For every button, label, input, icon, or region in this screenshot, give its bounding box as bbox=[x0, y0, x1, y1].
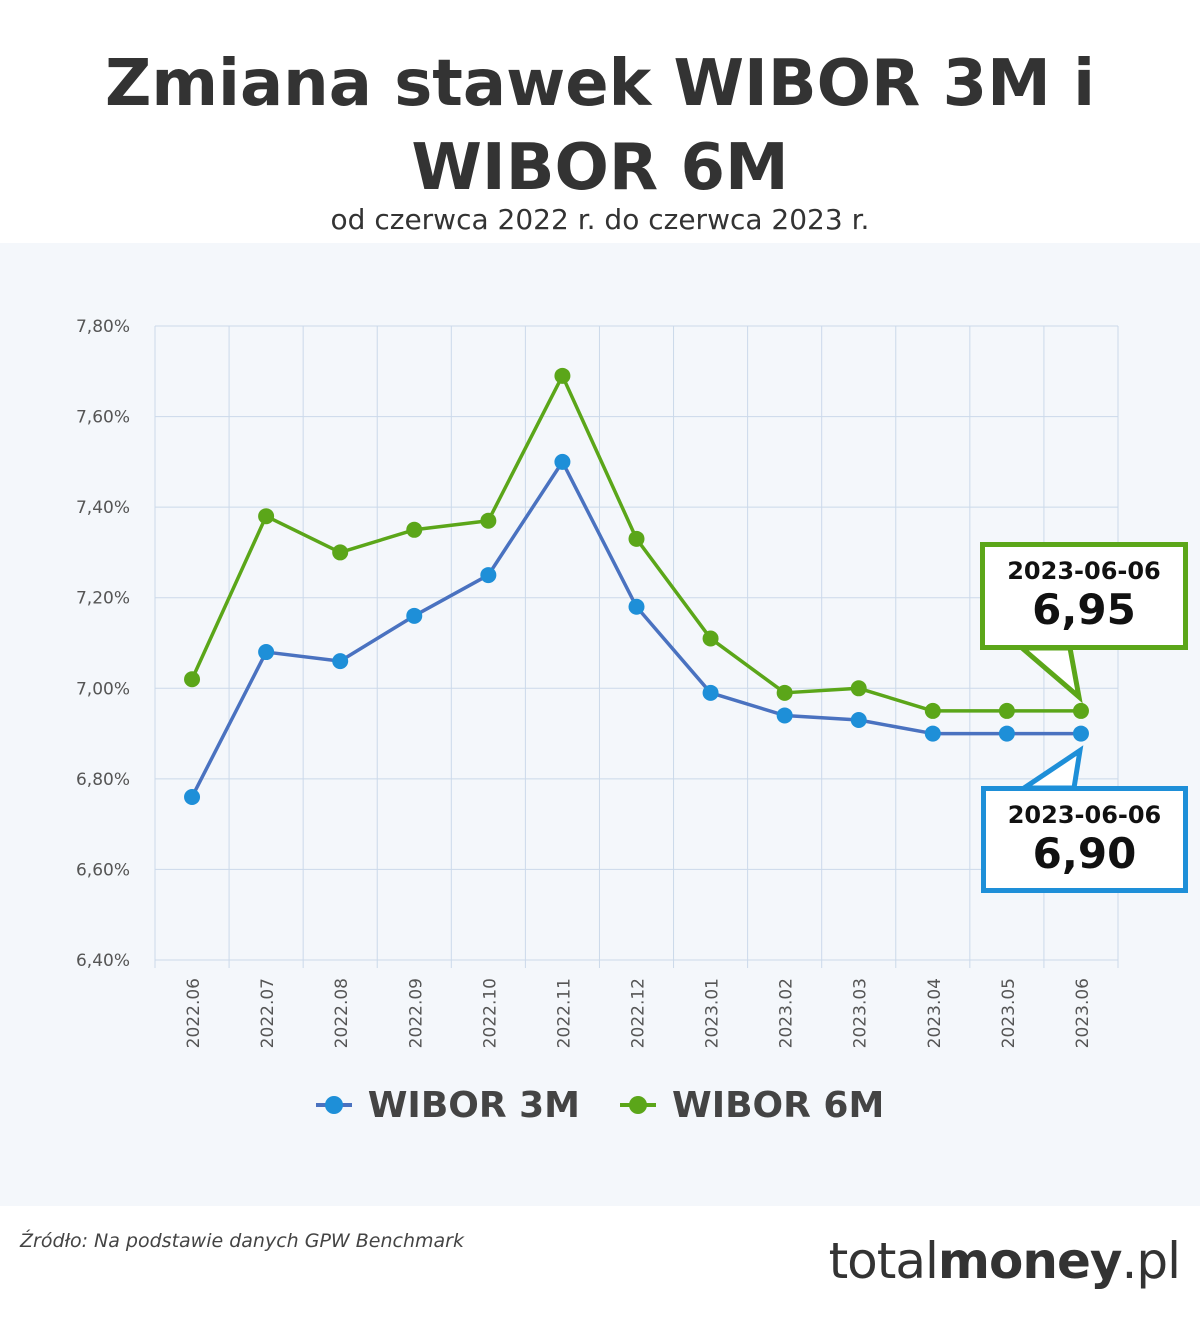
data-point-wibor-3m bbox=[776, 707, 793, 724]
data-point-wibor-6m bbox=[406, 521, 423, 538]
x-tick-label: 2022.10 bbox=[480, 978, 500, 1048]
chart-legend: WIBOR 3M WIBOR 6M bbox=[0, 1080, 1200, 1130]
data-point-wibor-3m bbox=[1072, 725, 1089, 742]
brand-part-bold: money bbox=[937, 1232, 1123, 1290]
legend-label: WIBOR 3M bbox=[367, 1084, 580, 1126]
data-point-wibor-6m bbox=[480, 512, 497, 529]
data-point-wibor-6m bbox=[554, 367, 571, 384]
data-point-wibor-3m bbox=[702, 684, 719, 701]
callout-value: 6,90 bbox=[1032, 829, 1137, 878]
chart-grid bbox=[154, 325, 1119, 968]
y-tick-label: 6,60% bbox=[76, 860, 130, 880]
data-point-wibor-6m bbox=[850, 680, 867, 697]
x-tick-label: 2022.08 bbox=[332, 978, 352, 1048]
y-tick-label: 7,60% bbox=[76, 408, 130, 428]
x-tick-label: 2023.01 bbox=[703, 978, 723, 1048]
data-point-wibor-6m bbox=[702, 630, 719, 647]
x-tick-label: 2023.03 bbox=[851, 978, 871, 1048]
data-point-wibor-6m bbox=[184, 671, 201, 688]
data-point-wibor-6m bbox=[998, 702, 1015, 719]
page-title-line2: WIBOR 6M bbox=[411, 131, 789, 205]
data-point-wibor-3m bbox=[258, 644, 275, 661]
x-tick-label: 2022.11 bbox=[554, 978, 574, 1048]
data-point-wibor-3m bbox=[406, 607, 423, 624]
data-point-wibor-6m bbox=[628, 530, 645, 547]
brand-part-tail: .pl bbox=[1121, 1232, 1181, 1290]
data-point-wibor-6m bbox=[258, 508, 275, 525]
data-point-wibor-3m bbox=[480, 567, 497, 584]
data-point-wibor-6m bbox=[776, 684, 793, 701]
legend-item-wibor-6m: WIBOR 6M bbox=[620, 1085, 884, 1126]
legend-label: WIBOR 6M bbox=[672, 1084, 885, 1126]
data-point-wibor-6m bbox=[332, 544, 349, 561]
x-tick-label: 2022.09 bbox=[406, 978, 426, 1048]
x-tick-label: 2022.07 bbox=[258, 978, 278, 1048]
data-point-wibor-3m bbox=[184, 788, 201, 805]
data-point-wibor-3m bbox=[998, 725, 1015, 742]
callout-date: 2023-06-06 bbox=[1007, 557, 1161, 585]
callout-pointer-wibor-3m bbox=[1015, 745, 1084, 791]
y-tick-label: 7,80% bbox=[76, 317, 130, 337]
y-tick-label: 6,80% bbox=[76, 770, 130, 790]
data-point-wibor-3m bbox=[554, 453, 571, 470]
data-point-wibor-3m bbox=[628, 598, 645, 615]
data-point-wibor-3m bbox=[924, 725, 941, 742]
x-tick-label: 2023.06 bbox=[1073, 978, 1093, 1048]
callout-wibor-6m: 2023-06-06 6,95 bbox=[980, 542, 1188, 650]
page-subtitle: od czerwca 2022 r. do czerwca 2023 r. bbox=[330, 203, 870, 236]
source-note: Źródło: Na podstawie danych GPW Benchmar… bbox=[20, 1230, 464, 1252]
x-tick-label: 2023.02 bbox=[777, 978, 797, 1048]
callout-pointer-wibor-6m bbox=[1015, 645, 1083, 704]
brand-part-light: total bbox=[828, 1232, 939, 1290]
legend-swatch-wibor-6m bbox=[620, 1095, 656, 1115]
x-tick-label: 2022.06 bbox=[184, 978, 204, 1048]
x-tick-label: 2022.12 bbox=[629, 978, 649, 1048]
callout-date: 2023-06-06 bbox=[1007, 801, 1162, 829]
y-tick-label: 7,40% bbox=[76, 498, 130, 518]
legend-swatch-wibor-3m bbox=[315, 1095, 352, 1115]
series-line-wibor-3m bbox=[190, 460, 1081, 798]
legend-item-wibor-3m: WIBOR 3M bbox=[315, 1084, 580, 1126]
callout-wibor-3m: 2023-06-06 6,90 bbox=[981, 786, 1188, 893]
data-point-wibor-3m bbox=[850, 711, 867, 728]
chart-series bbox=[184, 367, 1089, 805]
y-axis-ticks: 6,40% 6,60% 6,80% 7,00% 7,20% 7,40% 7,60% 7,80% bbox=[76, 317, 130, 971]
data-point-wibor-6m bbox=[924, 702, 941, 719]
callout-value: 6,95 bbox=[1032, 585, 1136, 634]
page-title-line1: Zmiana stawek WIBOR 3M i bbox=[104, 47, 1096, 121]
data-point-wibor-6m bbox=[1072, 702, 1089, 719]
y-tick-label: 6,40% bbox=[76, 951, 130, 971]
x-tick-label: 2023.04 bbox=[925, 978, 945, 1048]
y-tick-label: 7,20% bbox=[76, 589, 130, 609]
chart-panel bbox=[0, 243, 1200, 1206]
x-tick-label: 2023.05 bbox=[999, 978, 1019, 1048]
callout-pointers bbox=[1015, 642, 1084, 793]
data-point-wibor-3m bbox=[332, 653, 349, 670]
y-tick-label: 7,00% bbox=[76, 679, 130, 699]
x-axis-ticks: 2022.06 2022.07 2022.08 2022.09 2022.10 2022.… bbox=[184, 978, 1093, 1048]
brand-logo: totalmoney.pl bbox=[828, 1226, 1181, 1296]
